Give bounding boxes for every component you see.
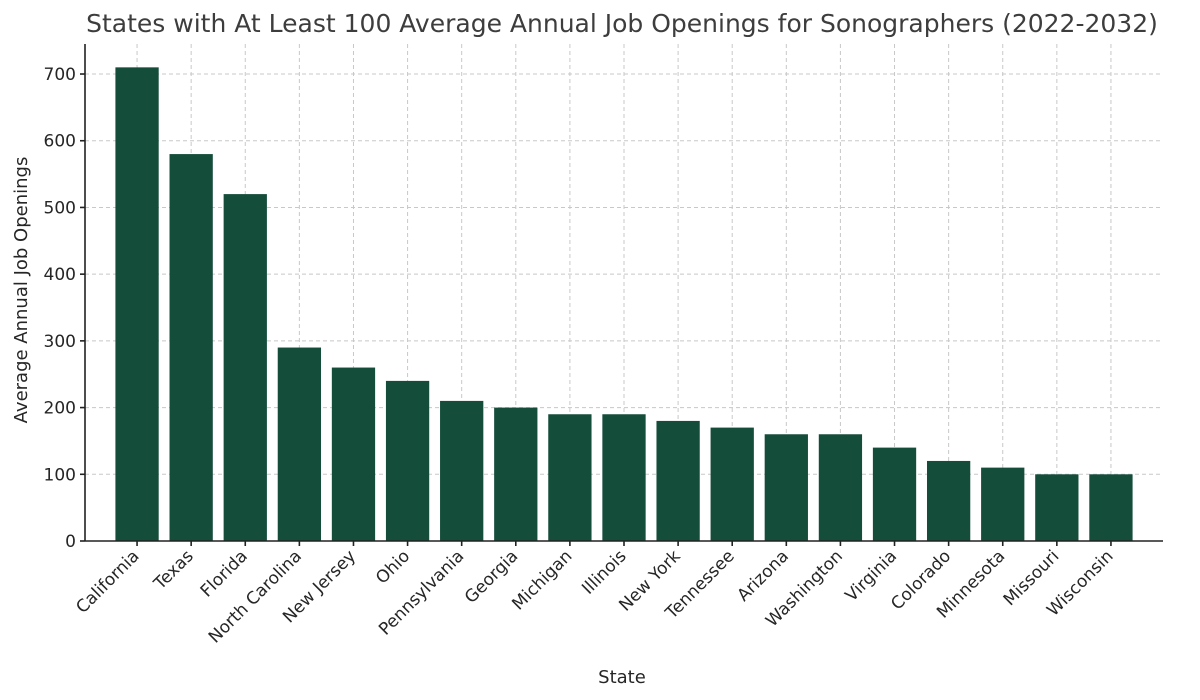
bar-ohio (385, 380, 430, 541)
y-tick-label: 100 (44, 465, 76, 485)
bar-california (115, 67, 159, 541)
bar-georgia (494, 407, 538, 541)
bar-illinois (602, 414, 646, 541)
chart-title: States with At Least 100 Average Annual … (86, 9, 1158, 38)
x-tick-label: California (72, 546, 143, 617)
bar-arizona (764, 434, 808, 541)
y-tick-labels: 0 100 200 300 400 500 600 700 (44, 65, 76, 552)
x-tick-label: Texas (150, 546, 198, 594)
bar-minnesota (981, 467, 1025, 541)
y-tick-label: 300 (44, 332, 76, 352)
x-tick-label: Michigan (508, 546, 576, 614)
bar-washington (818, 434, 863, 541)
bar-new-jersey (331, 367, 376, 541)
x-axis-label: State (598, 667, 646, 688)
y-tick-label: 400 (44, 265, 76, 285)
bar-wisconsin (1089, 474, 1133, 541)
bar-colorado (926, 460, 971, 541)
bar-missouri (1035, 474, 1079, 541)
y-axis-label: Average Annual Job Openings (11, 157, 32, 424)
x-tick-label: Florida (197, 546, 252, 601)
bars (115, 67, 1133, 541)
y-tick-label: 0 (65, 532, 76, 552)
x-tick-label: North Carolina (205, 546, 306, 647)
bar-michigan (548, 414, 592, 541)
bar-pennsylvania (440, 400, 484, 541)
y-tick-label: 500 (44, 198, 76, 218)
bar-tennessee (710, 427, 754, 541)
bar-florida (223, 194, 267, 541)
bar-new-york (656, 420, 700, 541)
y-tick-label: 600 (44, 132, 76, 152)
bar-virginia (872, 447, 917, 541)
y-tick-label: 200 (44, 399, 76, 419)
y-tick-label: 700 (44, 65, 76, 85)
axes (80, 44, 1163, 546)
x-tick-label: Illinois (578, 546, 630, 598)
bar-texas (169, 154, 213, 541)
bar-north-carolina (277, 347, 322, 541)
x-tick-label: Ohio (372, 546, 414, 588)
